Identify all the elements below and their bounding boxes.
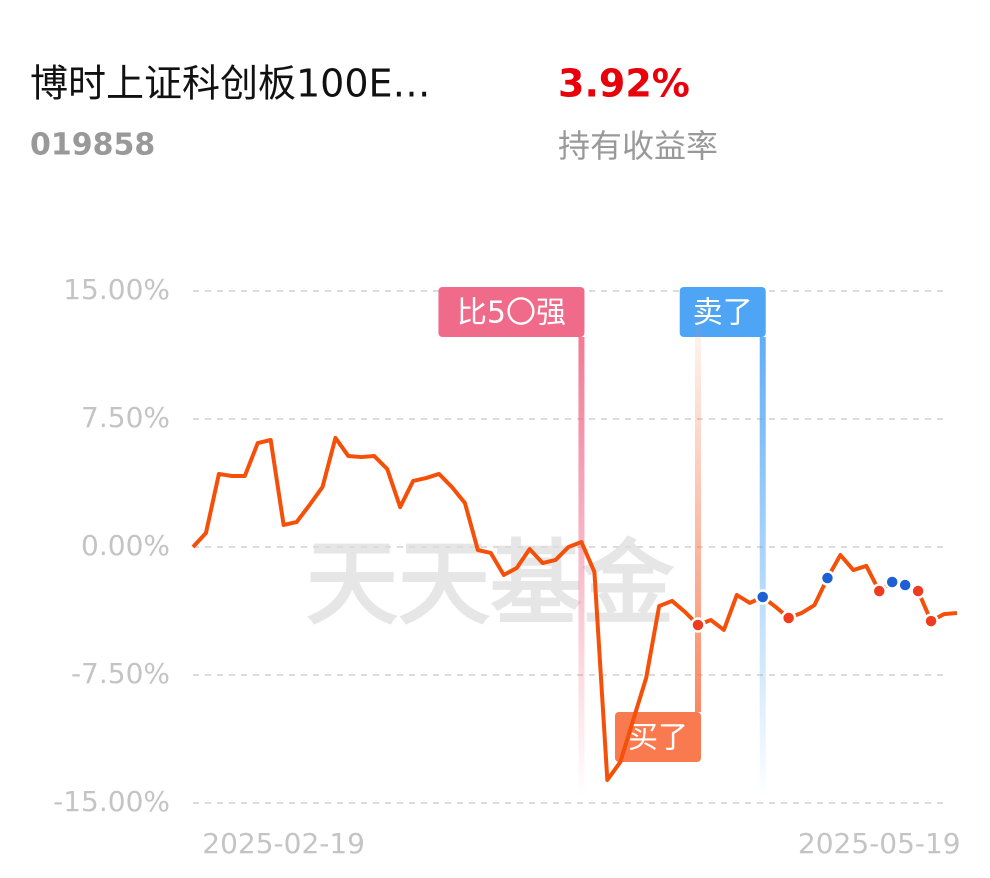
trade-dot xyxy=(819,570,836,586)
trade-dot xyxy=(923,613,939,629)
trade-dot xyxy=(910,583,926,599)
annotation-line xyxy=(759,337,766,797)
x-tick-label: 2025-05-19 xyxy=(798,827,961,860)
annotation-text: 卖了 xyxy=(693,296,753,331)
y-tick-label: 0.00% xyxy=(81,529,170,562)
fund-name: 博时上证科创板100E… xyxy=(30,62,431,106)
return-value: 3.92% xyxy=(558,62,690,106)
y-tick-label: 15.00% xyxy=(63,273,170,306)
annotation-tag xyxy=(438,287,585,337)
y-tick-label: 7.50% xyxy=(81,401,170,434)
annotation-text: 比5〇强 xyxy=(457,296,566,331)
y-tick-label: -7.50% xyxy=(71,657,170,690)
annotation-line xyxy=(578,337,585,797)
watermark: 天天基金 xyxy=(306,530,675,637)
y-tick-label: -15.00% xyxy=(53,785,170,818)
return-label: 持有收益率 xyxy=(558,127,718,165)
annotation-tag xyxy=(614,712,701,762)
x-tick-label: 2025-02-19 xyxy=(202,827,365,860)
trade-dot xyxy=(884,574,900,590)
annotation-line xyxy=(694,291,701,712)
trade-dot xyxy=(780,610,797,626)
trade-dot xyxy=(690,617,706,633)
trade-dot xyxy=(754,589,771,605)
annotation-text: 买了 xyxy=(628,721,688,756)
annotation-tag xyxy=(679,287,766,337)
fund-code: 019858 xyxy=(30,128,155,163)
trade-dot xyxy=(871,583,888,599)
trade-dot xyxy=(897,577,913,593)
